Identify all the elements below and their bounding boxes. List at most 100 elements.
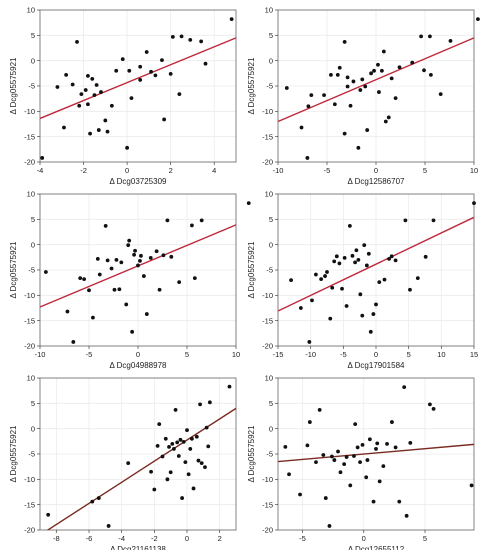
x-tick-label: 5 <box>407 350 411 359</box>
x-tick-label: -4 <box>37 166 44 175</box>
data-point <box>431 407 436 411</box>
data-point <box>138 258 142 263</box>
data-point <box>374 447 378 451</box>
data-point <box>149 69 153 74</box>
data-point <box>390 420 394 424</box>
data-point <box>358 292 363 297</box>
y-tick-label: 0 <box>269 424 273 433</box>
data-point <box>154 249 159 254</box>
data-point <box>75 40 79 44</box>
data-point <box>148 255 153 260</box>
data-point <box>350 253 355 258</box>
y-tick-label: -5 <box>28 82 35 91</box>
data-point <box>354 248 359 253</box>
data-point <box>62 125 66 130</box>
data-point <box>64 72 69 77</box>
data-point <box>362 243 367 248</box>
data-point <box>126 461 131 466</box>
data-point <box>40 156 45 160</box>
data-point <box>188 447 193 451</box>
data-point <box>78 276 83 281</box>
data-point <box>87 288 91 293</box>
regression-line <box>278 443 474 463</box>
x-tick-label: 10 <box>470 166 478 175</box>
data-point <box>323 274 327 278</box>
data-point <box>448 39 453 43</box>
y-tick-label: -10 <box>262 107 273 116</box>
data-point <box>299 125 304 130</box>
data-point <box>163 436 168 441</box>
data-point <box>160 454 165 459</box>
data-point <box>65 309 70 314</box>
data-point <box>149 469 153 474</box>
data-point <box>360 442 365 447</box>
data-point <box>381 49 386 54</box>
data-point <box>155 443 160 448</box>
x-tick-label: 0 <box>374 350 378 359</box>
data-point <box>180 496 185 500</box>
chart-panel-6: -5 0 5 -20 -15 -10 -5 0 5 10 Δ Dcg12655112 Δ Dcg055… <box>247 374 475 550</box>
data-point <box>336 449 340 454</box>
y-tick-label: -15 <box>24 500 35 509</box>
x-tick-label: -10 <box>273 166 284 175</box>
data-point <box>179 34 184 39</box>
y-tick-label: -10 <box>24 291 35 300</box>
data-point <box>199 39 204 44</box>
data-point <box>289 278 293 283</box>
y-tick-label: 10 <box>265 190 273 199</box>
data-point <box>428 34 432 39</box>
data-point <box>397 499 402 504</box>
data-point <box>96 128 101 132</box>
data-point <box>374 302 378 307</box>
x-tick-label: 5 <box>185 350 189 359</box>
data-point <box>298 306 303 310</box>
data-point <box>375 441 380 446</box>
data-point <box>136 263 140 268</box>
data-point <box>382 277 387 282</box>
data-point <box>157 422 162 427</box>
y-tick-label: 5 <box>31 31 35 40</box>
data-point <box>438 92 443 97</box>
x-tick-label: -8 <box>53 534 60 543</box>
data-point <box>360 77 365 82</box>
data-point <box>186 472 191 477</box>
data-point <box>305 443 310 448</box>
data-point <box>71 340 76 344</box>
regression-line <box>278 37 474 123</box>
data-point <box>325 270 329 274</box>
data-point <box>408 440 413 445</box>
y-tick-label: 5 <box>31 399 35 408</box>
y-tick-label: -20 <box>24 342 35 351</box>
data-point <box>105 258 110 263</box>
data-point <box>141 274 146 278</box>
regression-line <box>40 37 236 120</box>
data-point <box>365 458 370 462</box>
y-tick-label: -15 <box>262 132 273 141</box>
data-point <box>356 257 361 262</box>
x-tick-label: 2 <box>218 534 222 543</box>
data-point <box>368 329 373 334</box>
data-point <box>327 524 332 528</box>
y-tick-label: -5 <box>266 82 273 91</box>
data-point <box>337 65 342 70</box>
data-point <box>165 477 170 482</box>
data-point <box>185 428 189 433</box>
x-axis-label: Δ Dcg21161138 <box>110 545 166 550</box>
data-point <box>319 277 324 282</box>
data-point <box>358 88 363 92</box>
data-point <box>127 238 132 243</box>
data-point <box>103 118 108 123</box>
data-point <box>157 287 162 292</box>
chart-panel-3: -10 -5 0 5 10 -20 -15 -10 -5 0 5 10 Δ Dcg04988978 Δ D… <box>9 190 251 370</box>
data-point <box>344 304 349 308</box>
x-axis-label: Δ Dcg03725309 <box>110 177 167 186</box>
data-point <box>168 470 173 475</box>
y-tick-label: -20 <box>262 342 273 351</box>
y-tick-label: 5 <box>269 399 273 408</box>
data-point <box>376 62 380 67</box>
data-point <box>347 224 352 228</box>
data-point <box>389 76 394 81</box>
data-point <box>428 402 432 407</box>
data-point <box>125 145 130 150</box>
data-point <box>114 68 119 73</box>
